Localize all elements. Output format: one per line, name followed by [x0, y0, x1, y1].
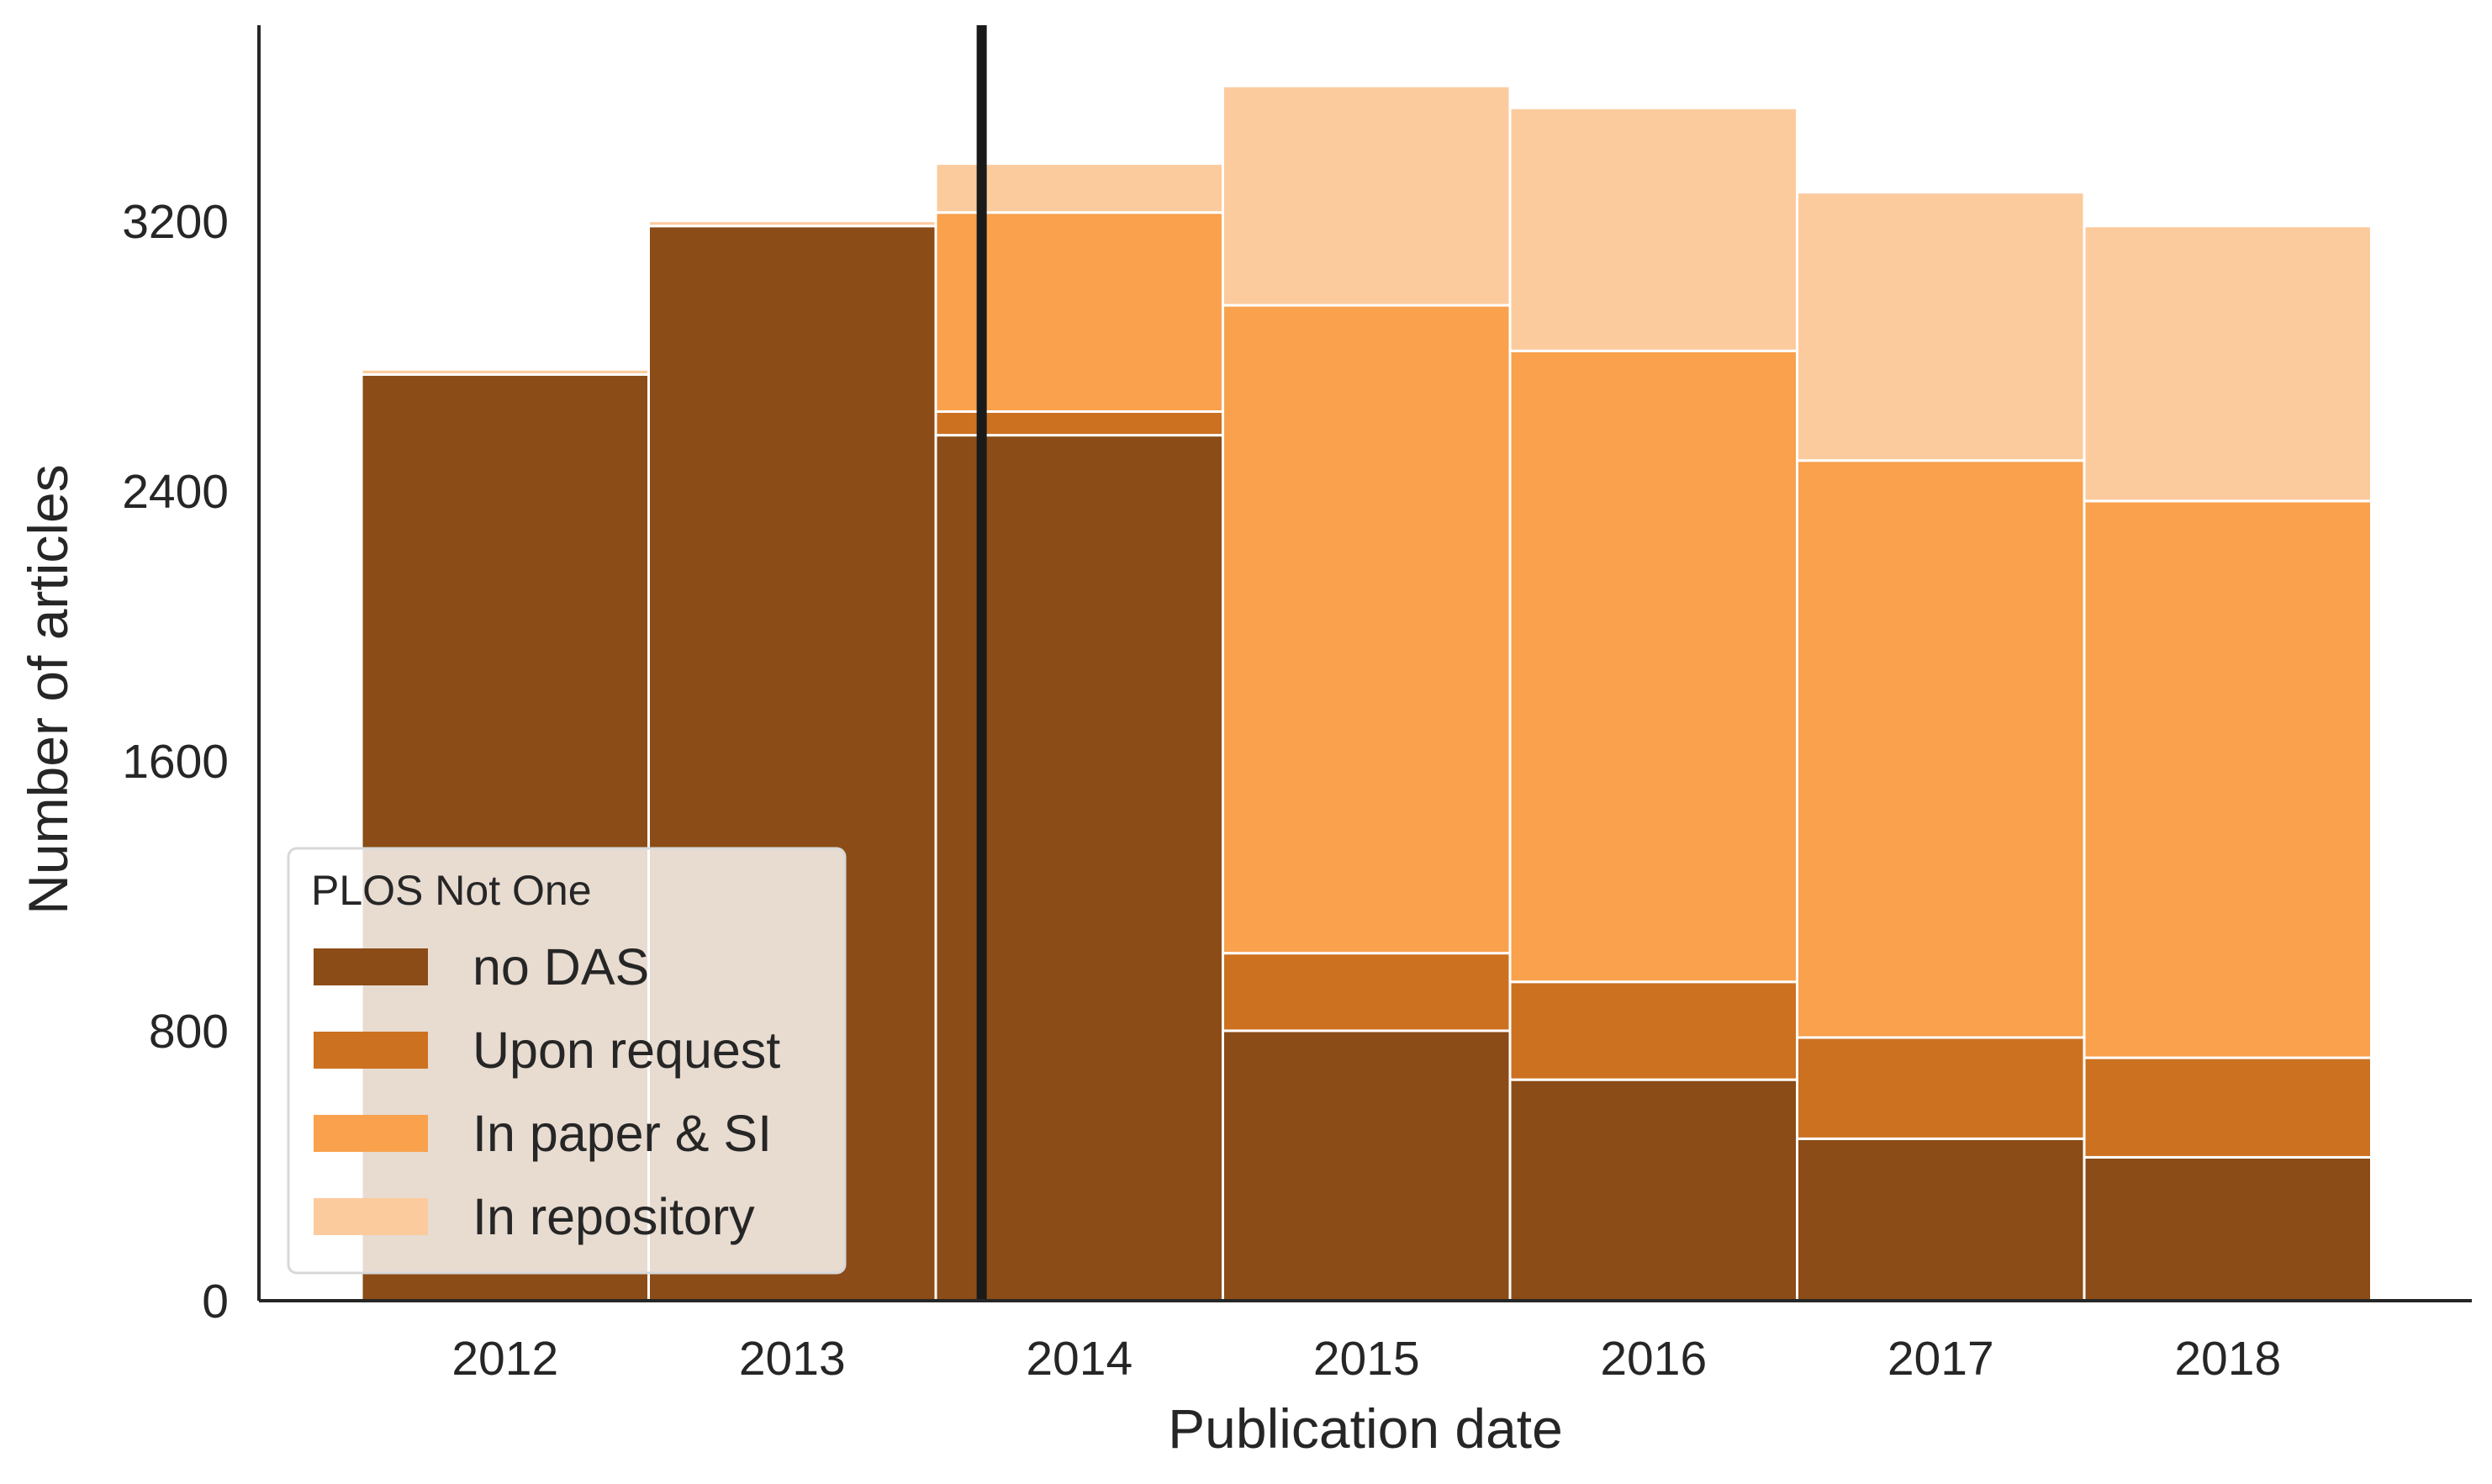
- legend-swatch: [314, 948, 428, 985]
- x-tick-label: 2016: [1600, 1332, 1707, 1386]
- x-tick-label: 2012: [451, 1332, 558, 1386]
- x-tick-label: 2013: [739, 1332, 846, 1386]
- bar-2017-series-1: [1796, 1036, 2086, 1140]
- bar-2015-series-0: [1222, 1029, 1512, 1302]
- legend-label: In repository: [473, 1188, 755, 1245]
- bar-2016-series-0: [1508, 1078, 1798, 1302]
- legend-swatch: [314, 1032, 428, 1069]
- x-tick-label: 2018: [2174, 1332, 2281, 1386]
- legend-swatch: [314, 1198, 428, 1235]
- y-tick-label: 1600: [122, 735, 229, 789]
- bar-2016-series-1: [1508, 980, 1798, 1081]
- y-tick-label: 800: [149, 1005, 229, 1059]
- bar-2015-series-2: [1222, 304, 1512, 955]
- bar-2015-series-1: [1222, 952, 1512, 1032]
- legend-label: In paper & SI: [473, 1105, 772, 1162]
- axes-group: [257, 25, 2472, 1302]
- x-tick-label: 2015: [1313, 1332, 1420, 1386]
- x-tick-label: 2017: [1887, 1332, 1994, 1386]
- legend-items: no DAS Upon request In paper & SI In reposi…: [314, 938, 780, 1245]
- bar-2017-series-0: [1796, 1137, 2086, 1302]
- bar-2013-series-3: [647, 219, 937, 228]
- legend-label: Upon request: [473, 1022, 780, 1079]
- x-axis-label: Publication date: [1168, 1397, 1563, 1460]
- legend-swatch: [314, 1115, 428, 1152]
- x-tick-labels: 2012 2013 2014 2015 2016 2017 2018: [451, 1332, 2281, 1386]
- legend-title: PLOS Not One: [311, 867, 592, 914]
- legend: PLOS Not One no DAS Upon request In paper …: [287, 847, 847, 1275]
- y-tick-label: 0: [202, 1275, 229, 1328]
- bar-2018-series-0: [2083, 1155, 2373, 1302]
- bar-2016-series-3: [1508, 106, 1798, 352]
- bar-2017-series-2: [1796, 459, 2086, 1039]
- bar-2018-series-3: [2083, 224, 2373, 503]
- y-tick-label: 2400: [122, 465, 229, 519]
- y-tick-labels: 0 800 1600 2400 3200: [122, 195, 229, 1328]
- legend-label: no DAS: [473, 938, 649, 995]
- bar-2015-series-3: [1222, 84, 1512, 307]
- bar-2012-series-3: [360, 367, 650, 376]
- bar-2016-series-2: [1508, 349, 1798, 984]
- y-tick-label: 3200: [122, 195, 229, 249]
- bar-2018-series-2: [2083, 499, 2373, 1059]
- y-axis-label: Number of articles: [17, 464, 79, 915]
- bar-2017-series-3: [1796, 191, 2086, 462]
- bar-2018-series-1: [2083, 1056, 2373, 1159]
- x-tick-label: 2014: [1026, 1332, 1132, 1386]
